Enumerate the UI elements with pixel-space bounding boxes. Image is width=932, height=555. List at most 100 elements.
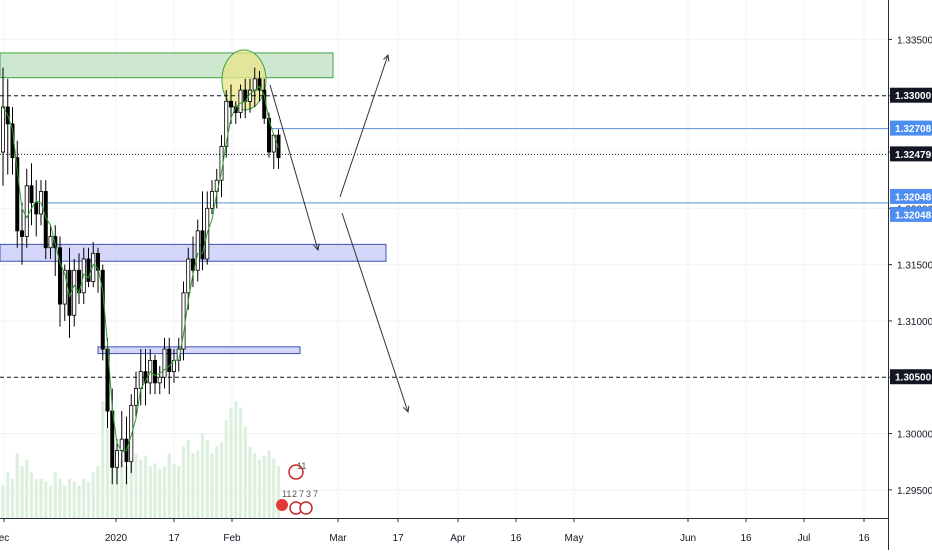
volume-bar [129,446,133,518]
volume-bar [224,420,228,518]
candle-body [115,450,120,468]
x-tick-label: 16 [740,533,752,544]
volume-bar [257,459,262,518]
volume-bar [267,450,271,518]
volume-bar [210,453,214,518]
volume-bar [162,466,167,518]
volume-bar [105,427,110,518]
candle-body [257,78,262,91]
volume-bar [124,466,129,518]
candle-body [48,236,53,249]
candle-body [100,269,105,350]
volume-bar [134,453,138,518]
price-label-bg [890,188,932,204]
y-tick-label: 1.29500 [897,486,932,497]
candle-body [276,134,281,159]
volume-bar [219,442,224,518]
candle-body [72,269,77,316]
volume-bar [6,472,10,518]
candle-body [167,348,172,373]
candle-body [24,185,29,237]
volume-bar [172,463,176,518]
volume-bar [34,479,38,518]
volume-bar [77,485,81,518]
volume-bar [20,466,24,518]
x-tick-label: 16 [858,533,870,544]
y-tick-label: 1.31000 [897,317,932,328]
y-tick-label: 1.30000 [897,430,932,441]
candle-body [129,404,134,463]
x-tick-label: Jul [798,533,811,544]
volume-bar [191,453,195,518]
x-tick-label: 16 [510,533,522,544]
volume-bar [96,466,100,518]
price-label: 1.33000 [895,91,932,102]
volume-bar [262,455,266,518]
price-label: 1.32048 [895,192,932,203]
candle-body [252,78,257,91]
candle-body [86,258,91,282]
candle-body [162,348,167,378]
y-tick-label: 1.31500 [897,261,932,272]
event-label: 11 [297,461,306,471]
x-tick-label: ec [0,533,9,544]
volume-bar [39,479,43,518]
candle-body [224,100,229,147]
candles [0,67,281,485]
volume-bar [101,401,105,518]
volume-bar [15,453,19,518]
volume-bar [186,440,190,518]
zone-support [97,346,301,355]
candle-body [119,438,124,451]
candle-body [19,230,24,237]
projection-arrow [269,84,318,250]
volume-bar [153,463,157,518]
volume-bar [72,481,76,518]
volume-bar [238,407,243,518]
volume-bar [248,446,252,518]
event-flag-icon [276,499,288,511]
event-label: 7 [313,489,318,499]
volume-bar [139,459,143,518]
price-label-bg [890,206,932,222]
volume-bar [48,485,53,518]
volume-bar [253,453,257,518]
candle-body [58,247,63,305]
volume-bar [143,455,148,518]
price-label: 1.30500 [895,373,932,384]
candle-body [62,269,67,305]
volume-bar [29,472,34,518]
candle-body [209,191,214,209]
volume-bar [148,466,152,518]
event-marker-icon [288,464,304,480]
candle-body [200,230,205,260]
x-tick-label: Jun [680,533,696,544]
volume-bar [181,446,186,518]
volume-bar [67,479,72,518]
y-tick-label: 1.33500 [897,35,932,46]
price-label-bg [890,120,932,136]
candle-body [29,185,34,204]
candle-body [152,359,157,384]
event-marker-icon [299,501,313,515]
candle-body [228,100,233,108]
projection-arrow [341,212,408,412]
volume-bar [120,459,124,518]
volume-bar [1,485,5,518]
event-label: 2 [292,489,297,499]
price-axis-bg [888,0,932,550]
horizontal-levels [0,95,888,378]
volume-bar [25,459,29,518]
volume-bar [86,481,91,518]
volume-bar [115,453,119,518]
candle-body [15,157,20,232]
candle-body [190,258,195,271]
volume-bar [200,433,205,518]
price-label-bg [890,369,932,385]
trend-drawings [269,55,408,412]
volume-bar [177,466,181,518]
